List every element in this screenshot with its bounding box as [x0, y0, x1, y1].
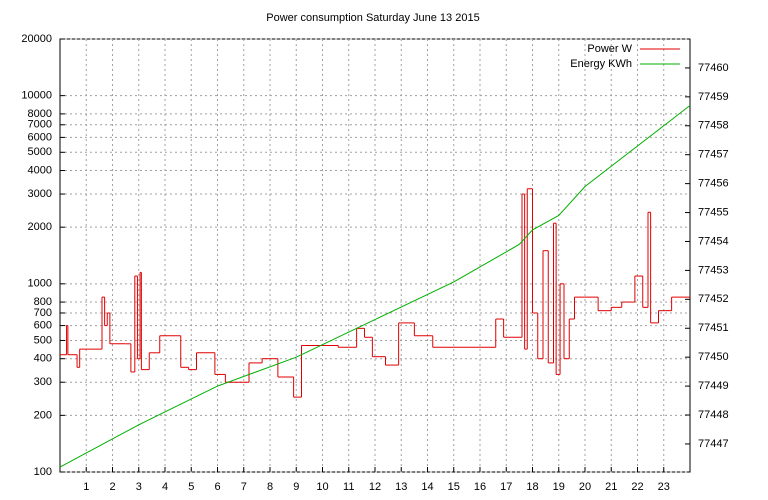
x-tick-label: 1	[83, 481, 89, 493]
y-tick-label: 100	[34, 466, 52, 478]
y-tick-label: 500	[34, 334, 52, 346]
x-tick-label: 7	[241, 481, 247, 493]
y-tick-label: 200	[34, 409, 52, 421]
y2-tick-label: 77447	[698, 438, 729, 450]
x-tick-label: 6	[214, 481, 220, 493]
x-tick-label: 23	[658, 481, 670, 493]
x-tick-label: 2	[109, 481, 115, 493]
y-tick-label: 3000	[28, 188, 52, 200]
y2-tick-label: 77451	[698, 322, 729, 334]
x-tick-label: 9	[293, 481, 299, 493]
x-tick-label: 15	[448, 481, 460, 493]
x-tick-label: 4	[162, 481, 168, 493]
chart-title: Power consumption Saturday June 13 2015	[266, 12, 479, 24]
x-tick-label: 20	[579, 481, 591, 493]
y-tick-label: 4000	[28, 164, 52, 176]
y-tick-label: 2000	[28, 221, 52, 233]
x-tick-label: 12	[369, 481, 381, 493]
energy-line	[59, 105, 691, 468]
y2-tick-label: 77448	[698, 409, 729, 421]
x-tick-label: 11	[343, 481, 354, 493]
y-tick-label: 5000	[28, 146, 52, 158]
x-tick-label: 19	[553, 481, 565, 493]
x-tick-label: 16	[474, 481, 486, 493]
legend-label: Power W	[587, 43, 632, 55]
y2-tick-label: 77452	[698, 293, 729, 305]
y-tick-label: 10000	[21, 90, 52, 102]
x-tick-label: 14	[421, 481, 433, 493]
x-tick-label: 21	[605, 481, 617, 493]
x-tick-label: 18	[526, 481, 538, 493]
y-tick-label: 300	[34, 376, 52, 388]
x-tick-label: 3	[136, 481, 142, 493]
y-tick-label: 1000	[28, 278, 52, 290]
y2-tick-label: 77455	[698, 206, 729, 218]
y-tick-label: 6000	[28, 131, 52, 143]
y2-tick-label: 77459	[698, 91, 729, 103]
y2-tick-label: 77458	[698, 120, 729, 132]
y-tick-label: 800	[34, 296, 52, 308]
x-tick-label: 13	[395, 481, 407, 493]
y-tick-label: 20000	[21, 33, 52, 45]
y-tick-label: 600	[34, 319, 52, 331]
x-tick-label: 10	[316, 481, 328, 493]
x-tick-label: 5	[188, 481, 194, 493]
y2-tick-label: 77449	[698, 380, 729, 392]
x-tick-label: 17	[500, 481, 512, 493]
x-tick-label: 8	[267, 481, 273, 493]
y2-tick-label: 77450	[698, 351, 729, 363]
y2-tick-label: 77460	[698, 62, 729, 74]
y2-tick-label: 77454	[698, 235, 729, 247]
legend-label: Energy KWh	[570, 58, 632, 70]
y-tick-label: 7000	[28, 119, 52, 131]
y-tick-label: 700	[34, 307, 52, 319]
x-tick-label: 22	[631, 481, 643, 493]
y-tick-label: 400	[34, 353, 52, 365]
y2-tick-label: 77453	[698, 264, 729, 276]
y2-tick-label: 77456	[698, 178, 729, 190]
y2-tick-label: 77457	[698, 149, 729, 161]
y-tick-label: 8000	[28, 108, 52, 120]
